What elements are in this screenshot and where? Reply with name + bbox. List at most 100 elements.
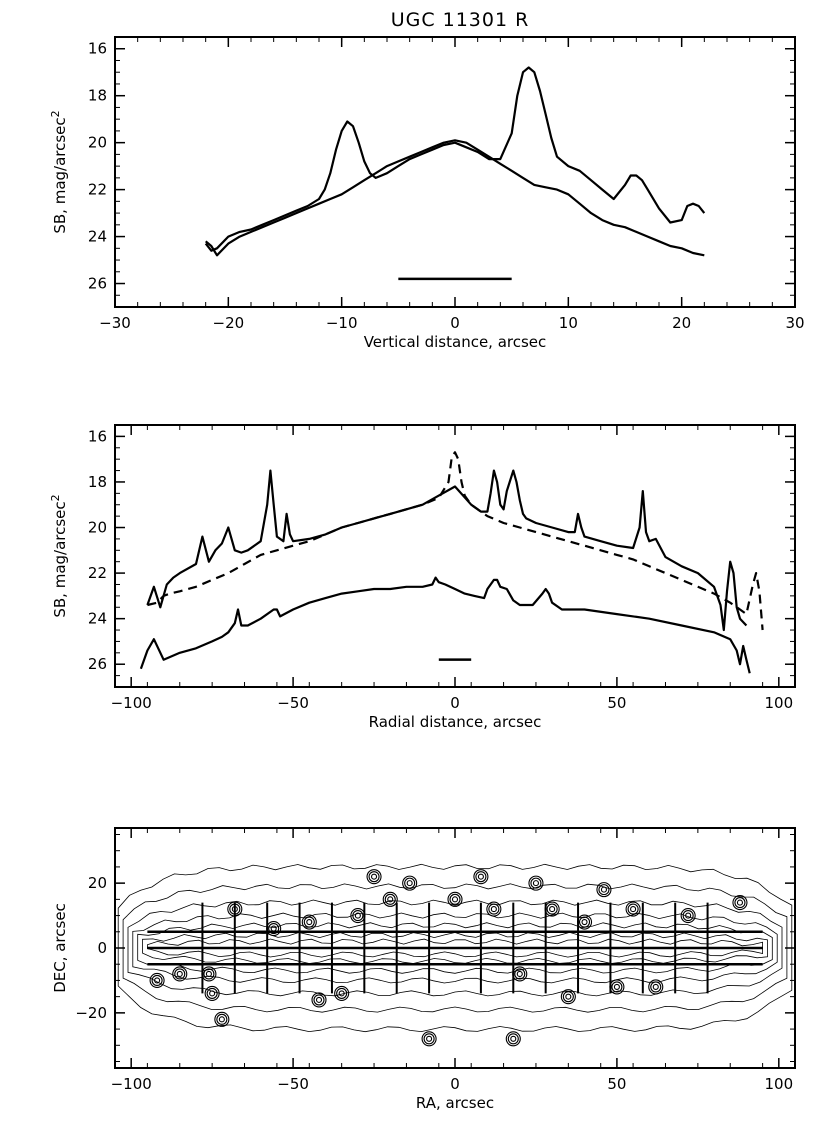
knot-contour (176, 970, 183, 977)
knot-contour (306, 919, 313, 926)
y-tick-label: 18 (88, 87, 107, 105)
x-tick-label: −20 (213, 314, 245, 332)
knot-contour (387, 896, 394, 903)
knot-contour (426, 1035, 433, 1042)
knot-contour (172, 966, 188, 982)
y-axis-label: SB, mag/arcsec2 (49, 494, 69, 617)
knot-contour (154, 977, 161, 984)
knot-contour (174, 968, 186, 980)
x-tick-label: 30 (785, 314, 804, 332)
y-tick-label: 18 (88, 473, 107, 491)
x-tick-label: 0 (450, 1075, 460, 1093)
y-tick-label: 22 (88, 181, 107, 199)
knot-contour (315, 996, 323, 1003)
knot-contour (650, 981, 662, 993)
y-axis-label: DEC, arcsec (51, 903, 69, 993)
x-tick-label: 10 (559, 314, 578, 332)
knot-contour (336, 987, 348, 999)
knot-contour (423, 1033, 435, 1045)
y-tick-label: 24 (88, 610, 107, 628)
knot-contour (732, 895, 748, 911)
knot-contour (685, 912, 692, 919)
x-axis-label: RA, arcsec (416, 1094, 494, 1112)
knot-contour (560, 989, 576, 1005)
isophote-contour (146, 938, 763, 958)
knot-contour (451, 896, 459, 903)
knot-contour (578, 916, 591, 928)
knot-contour (301, 914, 317, 930)
knot-contour (736, 899, 744, 906)
knot-contour (447, 891, 463, 907)
knot-contour (216, 1013, 228, 1025)
x-tick-label: −100 (111, 1075, 152, 1093)
y-axis-label-superscript: 2 (49, 110, 62, 117)
knot-contour (270, 925, 277, 932)
x-tick-label: −50 (277, 694, 309, 712)
knot-contour (303, 916, 315, 928)
y-axis-label: SB, mag/arcsec2 (49, 110, 69, 233)
knot-contour (613, 983, 620, 990)
knot-contour (627, 903, 639, 915)
plot-data (204, 66, 706, 281)
x-tick-label: −50 (277, 1075, 309, 1093)
x-axis-label: Vertical distance, arcsec (364, 333, 547, 351)
isophote-contour (142, 931, 768, 965)
x-tick-label: −10 (326, 314, 358, 332)
radial-profile-panel: −100 −50 0 50 100 16 18 20 22 24 26 Radial distance… (49, 424, 796, 731)
y-axis-label-superscript: 2 (49, 494, 62, 501)
series-line-offplane-profile (139, 576, 751, 674)
knot-contour (565, 993, 572, 1000)
series-line-dashed-profile (147, 451, 764, 631)
knot-contour (514, 968, 526, 980)
y-tick-label: 22 (88, 564, 107, 582)
knot-contour (366, 869, 382, 885)
plot-data (117, 863, 793, 1047)
knot-contour (406, 880, 413, 887)
plot-data (139, 451, 764, 674)
knot-contour (682, 910, 694, 922)
knot-contour (625, 901, 641, 917)
knot-contour (486, 901, 502, 917)
series-line-profile-with-peaks (204, 66, 706, 252)
knot-contour (581, 919, 588, 926)
y-tick-label: 24 (88, 228, 107, 246)
x-tick-label: 50 (607, 694, 626, 712)
knot-contour (490, 906, 497, 913)
knot-contour (214, 1011, 230, 1027)
isophote-contour (122, 883, 788, 1013)
knot-contour (507, 1033, 519, 1045)
y-tick-label: 16 (88, 427, 107, 445)
y-tick-label: 20 (88, 519, 107, 537)
knot-contour (338, 990, 345, 997)
knot-contour (648, 979, 664, 995)
knot-contour (475, 871, 487, 883)
knot-contour (488, 903, 500, 915)
knot-contour (652, 983, 659, 990)
knot-contour (630, 906, 637, 913)
knot-contour (449, 893, 461, 905)
knot-contour (598, 884, 610, 896)
y-tick-label: 20 (88, 874, 107, 892)
figure-title: UGC 11301 R (391, 9, 530, 31)
knot-contour (352, 910, 364, 922)
series-line-smooth-profile (204, 139, 705, 257)
y-axis-label-main: SB, mag/arcsec (51, 501, 69, 617)
knot-contour (532, 880, 540, 887)
series-line-midplane-profile (146, 469, 748, 632)
knot-contour (204, 985, 220, 1001)
knot-contour (149, 972, 165, 988)
knot-contour (354, 912, 361, 919)
y-axis-label-main: DEC, arcsec (51, 903, 69, 993)
knot-contour (151, 974, 163, 986)
x-tick-label: 100 (764, 694, 793, 712)
knot-contour (268, 922, 280, 935)
y-tick-label: 20 (88, 134, 107, 152)
x-tick-label: 0 (450, 694, 460, 712)
y-tick-label: 26 (88, 655, 107, 673)
knot-contour (205, 970, 212, 977)
x-tick-label: 0 (450, 314, 460, 332)
knot-contour (206, 987, 218, 999)
plot-frame (114, 36, 796, 308)
knot-contour (562, 991, 574, 1003)
